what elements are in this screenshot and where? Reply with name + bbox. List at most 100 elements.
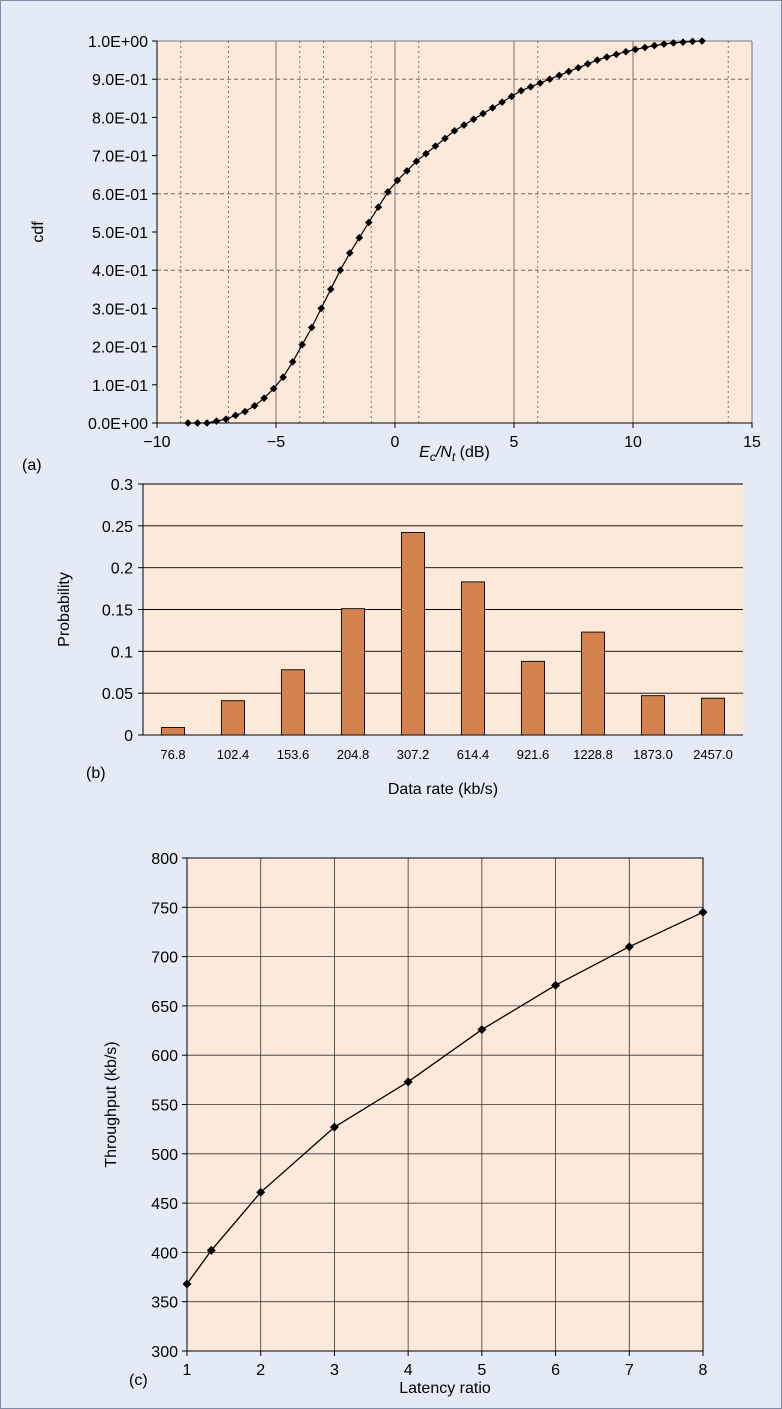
data-point bbox=[260, 394, 268, 402]
data-point bbox=[517, 86, 525, 95]
data-point bbox=[336, 266, 345, 274]
y-tick-label: 9.0E-01 bbox=[92, 72, 148, 89]
x-label-sub-c: c bbox=[430, 450, 436, 464]
bar bbox=[461, 581, 485, 736]
x-label-sub-t: t bbox=[452, 450, 456, 464]
y-tick-label: 500 bbox=[151, 1147, 178, 1164]
panel-label: (c) bbox=[129, 1372, 148, 1389]
plot-area-a bbox=[157, 41, 752, 423]
data-point bbox=[393, 176, 402, 185]
y-tick-label: 0.05 bbox=[102, 686, 133, 703]
y-tick-label: 0 bbox=[124, 728, 133, 745]
data-point bbox=[507, 92, 516, 101]
y-tick-label: 2.0E-01 bbox=[92, 340, 148, 357]
data-point bbox=[422, 149, 430, 158]
x-tick-label: 8 bbox=[699, 1362, 708, 1379]
y-tick-label: 0.1 bbox=[111, 644, 133, 661]
x-tick-label: 102.4 bbox=[217, 747, 250, 762]
data-point bbox=[536, 79, 544, 87]
data-point bbox=[403, 1077, 413, 1087]
data-point bbox=[498, 98, 506, 106]
data-point bbox=[526, 83, 535, 91]
data-point bbox=[384, 188, 392, 196]
data-point bbox=[460, 121, 468, 129]
data-point bbox=[631, 45, 640, 54]
data-point bbox=[545, 75, 554, 83]
bar bbox=[161, 727, 185, 736]
x-tick-label: 6 bbox=[551, 1362, 560, 1379]
y-tick-label: 0.15 bbox=[102, 603, 133, 620]
y-tick-label: 0.2 bbox=[111, 561, 133, 578]
x-label-units: (dB) bbox=[455, 444, 490, 461]
y-tick-label: 3.0E-01 bbox=[92, 301, 148, 318]
data-point bbox=[241, 407, 249, 416]
y-tick-label: 600 bbox=[151, 1048, 178, 1065]
data-point bbox=[206, 1245, 216, 1255]
y-tick-label: 550 bbox=[151, 1098, 178, 1115]
data-point bbox=[288, 358, 297, 366]
data-point bbox=[403, 167, 411, 175]
x-axis-label: Ec/Nt (dB) bbox=[419, 444, 490, 464]
bar bbox=[221, 700, 245, 736]
data-point bbox=[469, 115, 478, 124]
x-axis-label: Latency ratio bbox=[399, 1380, 491, 1397]
y-axis-label: Probability bbox=[56, 572, 73, 647]
data-point bbox=[269, 384, 278, 393]
data-point bbox=[622, 47, 630, 56]
y-axis-label: cdf bbox=[30, 221, 47, 243]
x-tick-label: 4 bbox=[404, 1362, 413, 1379]
data-point bbox=[431, 142, 440, 150]
x-tick-label: 204.8 bbox=[337, 747, 370, 762]
data-point bbox=[184, 419, 192, 427]
data-point bbox=[345, 249, 354, 257]
y-tick-label: 1.0E+00 bbox=[88, 34, 148, 51]
y-tick-label: 300 bbox=[151, 1344, 178, 1361]
data-point bbox=[355, 233, 364, 242]
x-tick-label: 5 bbox=[477, 1362, 486, 1379]
data-point bbox=[365, 218, 373, 227]
x-tick-label: 614.4 bbox=[457, 747, 490, 762]
data-point bbox=[574, 63, 583, 72]
data-point bbox=[688, 37, 697, 46]
data-point bbox=[441, 134, 449, 143]
x-tick-label: 7 bbox=[625, 1362, 634, 1379]
y-tick-label: 6.0E-01 bbox=[92, 187, 148, 204]
data-point bbox=[555, 71, 564, 80]
data-point bbox=[603, 53, 611, 61]
data-point bbox=[203, 419, 211, 427]
x-label-e: E bbox=[419, 444, 430, 461]
y-tick-label: 0.0E+00 bbox=[88, 416, 148, 433]
y-tick-label: 650 bbox=[151, 999, 178, 1016]
data-point bbox=[641, 43, 649, 52]
panel-c-line-chart: 300 350 400 450 500 550 600 650 700 750 800 1 2 3 4 5 6 7… bbox=[103, 851, 708, 1397]
y-tick-label: 400 bbox=[151, 1245, 178, 1262]
x-tick-label: 2457.0 bbox=[693, 747, 733, 762]
x-tick-label: 153.6 bbox=[277, 747, 310, 762]
y-axis-label: Throughput (kb/s) bbox=[103, 1041, 120, 1167]
data-point bbox=[488, 104, 497, 112]
y-tick-label: 4.0E-01 bbox=[92, 263, 148, 280]
data-point bbox=[479, 109, 487, 118]
bar bbox=[641, 695, 665, 736]
y-tick-label: 350 bbox=[151, 1295, 178, 1312]
data-point bbox=[564, 67, 573, 76]
y-tick-label: 700 bbox=[151, 950, 178, 967]
y-tick-label: 450 bbox=[151, 1196, 178, 1213]
x-tick-label: 2 bbox=[256, 1362, 265, 1379]
data-point bbox=[326, 285, 335, 294]
x-tick-label: 1228.8 bbox=[573, 747, 613, 762]
data-point bbox=[624, 942, 634, 952]
y-tick-label: 750 bbox=[151, 900, 178, 917]
data-point bbox=[182, 1279, 192, 1289]
data-point bbox=[698, 37, 706, 45]
plot-border bbox=[186, 857, 704, 1352]
bar bbox=[581, 631, 605, 736]
y-tick-label: 8.0E-01 bbox=[92, 110, 148, 127]
data-point bbox=[698, 907, 708, 917]
x-label-n: /N bbox=[435, 444, 452, 461]
x-tick-label: 3 bbox=[330, 1362, 339, 1379]
x-tick-label: −10 bbox=[143, 434, 170, 451]
x-tick-label: 15 bbox=[743, 434, 761, 451]
data-point bbox=[212, 417, 221, 425]
data-point bbox=[279, 373, 287, 381]
